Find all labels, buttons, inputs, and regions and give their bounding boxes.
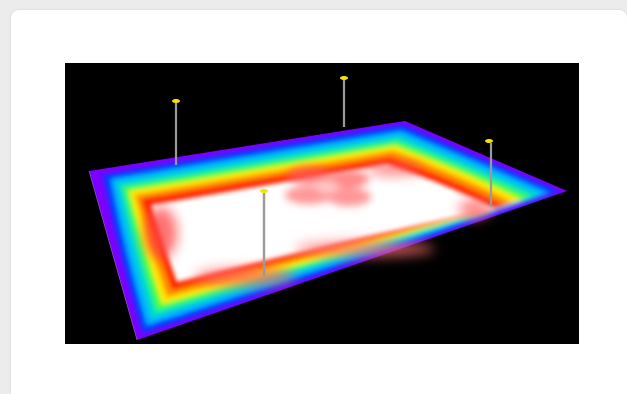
center-hotspot: [285, 166, 371, 206]
luminaire-icon: [340, 76, 348, 80]
illuminance-render: [65, 63, 579, 344]
image-card: [11, 10, 627, 394]
heatmap-image: [65, 63, 579, 344]
luminaire-icon: [172, 99, 180, 103]
edge-haze: [145, 163, 491, 286]
luminaire-icon: [260, 189, 268, 193]
light-pole-1: [172, 99, 180, 165]
inner-field: [151, 164, 495, 282]
luminaire-icon: [485, 139, 493, 143]
light-pole-4: [260, 189, 268, 276]
light-pole-2: [340, 76, 348, 127]
plane-edge: [88, 170, 138, 341]
light-pole-3: [485, 139, 493, 207]
